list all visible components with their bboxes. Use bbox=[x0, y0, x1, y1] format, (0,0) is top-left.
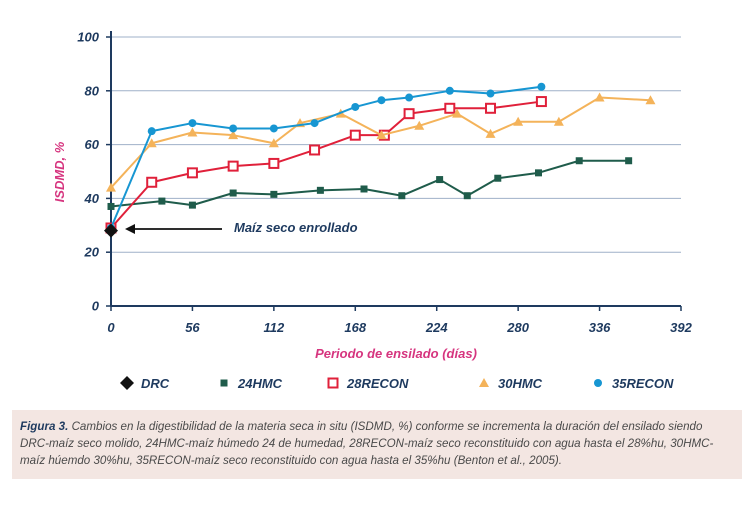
x-tick-label-280: 280 bbox=[506, 320, 529, 335]
point-28recon-8 bbox=[403, 108, 415, 120]
legend-marker-28recon bbox=[327, 377, 339, 389]
point-28recon-11 bbox=[535, 96, 547, 108]
axes bbox=[110, 31, 681, 307]
point-35recon-5 bbox=[310, 119, 319, 128]
point-30hmc-3 bbox=[228, 130, 239, 140]
point-drc-0 bbox=[104, 223, 118, 238]
x-tick-labels: 0 56 112 168 224 280 336 392 bbox=[107, 306, 693, 335]
point-30hmc-1 bbox=[146, 138, 157, 148]
series-35recon bbox=[107, 82, 546, 232]
point-24hmc-6 bbox=[360, 185, 368, 193]
point-35recon-1 bbox=[147, 127, 156, 136]
legend: DRC 24HMC 28RECON 30HMC 35RECON bbox=[120, 376, 674, 391]
point-35recon-9 bbox=[445, 86, 454, 95]
point-24hmc-4 bbox=[270, 190, 278, 198]
point-30hmc-4 bbox=[268, 138, 279, 148]
x-tick-label-392: 392 bbox=[670, 320, 692, 335]
point-30hmc-2 bbox=[187, 127, 198, 137]
x-axis-title: Periodo de ensilado (días) bbox=[315, 346, 477, 361]
point-28recon-9 bbox=[444, 102, 456, 114]
point-24hmc-8 bbox=[436, 176, 444, 184]
legend-label-drc: DRC bbox=[141, 376, 170, 391]
chart: 0 20 40 60 80 100 0 56 112 168 224 280 336 392 ISDMD… bbox=[52, 30, 693, 392]
point-35recon-3 bbox=[229, 124, 238, 133]
x-tick-label-168: 168 bbox=[344, 320, 366, 335]
point-30hmc-9 bbox=[452, 108, 463, 118]
annotation-arrowhead bbox=[125, 224, 135, 234]
x-tick-label-224: 224 bbox=[425, 320, 448, 335]
series-line-35recon bbox=[110, 85, 542, 229]
point-35recon-10 bbox=[486, 89, 495, 98]
legend-label-24hmc: 24HMC bbox=[237, 376, 283, 391]
point-35recon-6 bbox=[351, 102, 360, 111]
caption-label: Figura 3. bbox=[20, 420, 69, 433]
y-tick-label-0: 0 bbox=[92, 299, 100, 314]
x-tick-label-336: 336 bbox=[589, 320, 611, 335]
legend-item-24hmc: 24HMC bbox=[220, 376, 283, 391]
point-35recon-8 bbox=[405, 93, 414, 102]
x-tick-label-0: 0 bbox=[107, 320, 115, 335]
series-line-28recon bbox=[110, 100, 542, 229]
point-24hmc-0 bbox=[107, 202, 115, 210]
point-30hmc-14 bbox=[645, 95, 656, 105]
point-35recon-7 bbox=[377, 96, 386, 105]
point-35recon-2 bbox=[188, 119, 197, 128]
point-30hmc-0 bbox=[106, 182, 116, 192]
y-tick-label-40: 40 bbox=[84, 191, 100, 206]
point-30hmc-13 bbox=[594, 92, 605, 102]
legend-label-30hmc: 30HMC bbox=[498, 376, 543, 391]
series-drc bbox=[104, 223, 118, 238]
legend-marker-35recon bbox=[594, 379, 602, 387]
annotation-label: Maíz seco enrollado bbox=[234, 220, 358, 235]
legend-marker-30hmc bbox=[479, 378, 489, 387]
legend-item-30hmc: 30HMC bbox=[479, 376, 543, 391]
point-24hmc-9 bbox=[463, 192, 471, 200]
point-30hmc-7 bbox=[376, 130, 387, 140]
point-24hmc-13 bbox=[625, 157, 633, 165]
legend-label-35recon: 35RECON bbox=[612, 376, 674, 391]
point-28recon-10 bbox=[485, 102, 497, 114]
legend-item-35recon: 35RECON bbox=[594, 376, 674, 391]
x-tick-label-112: 112 bbox=[263, 320, 284, 335]
x-tick-label-56: 56 bbox=[185, 320, 200, 335]
point-24hmc-1 bbox=[158, 197, 166, 205]
caption-text: Cambios en la digestibilidad de la mater… bbox=[20, 420, 714, 467]
y-tick-label-60: 60 bbox=[85, 137, 100, 152]
legend-label-28recon: 28RECON bbox=[346, 376, 409, 391]
legend-marker-drc bbox=[120, 376, 134, 390]
y-axis-title: ISDMD, % bbox=[52, 141, 67, 202]
legend-item-28recon: 28RECON bbox=[327, 376, 409, 391]
y-tick-label-100: 100 bbox=[77, 30, 99, 45]
annotation-drc: Maíz seco enrollado bbox=[125, 220, 358, 235]
series-layer bbox=[104, 82, 656, 238]
y-tick-labels: 0 20 40 60 80 100 bbox=[77, 30, 111, 314]
point-30hmc-8 bbox=[414, 120, 425, 130]
point-28recon-4 bbox=[268, 157, 280, 169]
point-35recon-11 bbox=[537, 82, 546, 91]
point-24hmc-11 bbox=[535, 169, 542, 177]
point-24hmc-2 bbox=[188, 201, 196, 209]
point-30hmc-10 bbox=[485, 128, 496, 138]
series-line-24hmc bbox=[110, 159, 629, 208]
figure-caption: Figura 3. Cambios en la digestibilidad d… bbox=[12, 410, 742, 479]
point-28recon-6 bbox=[349, 129, 361, 141]
legend-item-drc: DRC bbox=[120, 376, 170, 391]
point-28recon-2 bbox=[186, 167, 198, 179]
series-24hmc bbox=[107, 157, 633, 210]
point-28recon-5 bbox=[309, 144, 321, 156]
point-30hmc-12 bbox=[553, 116, 564, 126]
point-35recon-4 bbox=[269, 124, 278, 133]
point-24hmc-12 bbox=[575, 157, 583, 165]
point-24hmc-5 bbox=[316, 186, 324, 194]
y-tick-label-20: 20 bbox=[84, 245, 100, 260]
gridlines bbox=[111, 36, 681, 253]
point-24hmc-10 bbox=[494, 174, 502, 182]
point-30hmc-11 bbox=[513, 116, 524, 126]
point-28recon-1 bbox=[146, 176, 158, 188]
point-24hmc-7 bbox=[398, 192, 406, 200]
point-24hmc-3 bbox=[229, 189, 237, 197]
point-28recon-3 bbox=[227, 160, 239, 172]
legend-marker-24hmc bbox=[220, 379, 228, 387]
y-tick-label-80: 80 bbox=[85, 83, 100, 98]
